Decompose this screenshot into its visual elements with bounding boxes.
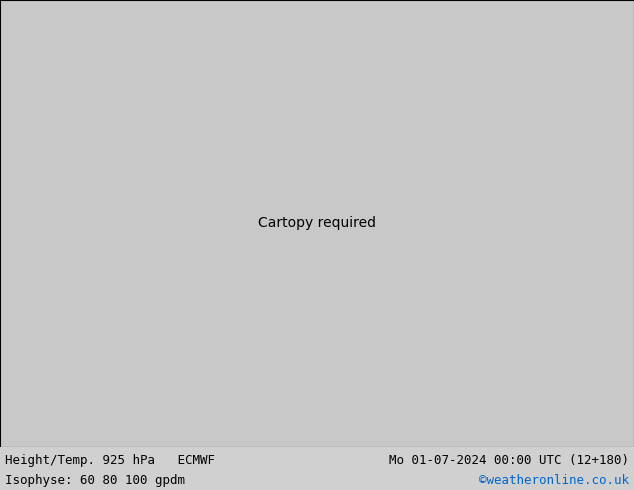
Text: Isophyse: 60 80 100 gpdm: Isophyse: 60 80 100 gpdm (5, 474, 185, 487)
Text: Mo 01-07-2024 00:00 UTC (12+180): Mo 01-07-2024 00:00 UTC (12+180) (389, 454, 629, 467)
Text: ©weatheronline.co.uk: ©weatheronline.co.uk (479, 474, 629, 487)
Text: Height/Temp. 925 hPa   ECMWF: Height/Temp. 925 hPa ECMWF (5, 454, 215, 467)
Text: Cartopy required: Cartopy required (258, 217, 376, 230)
